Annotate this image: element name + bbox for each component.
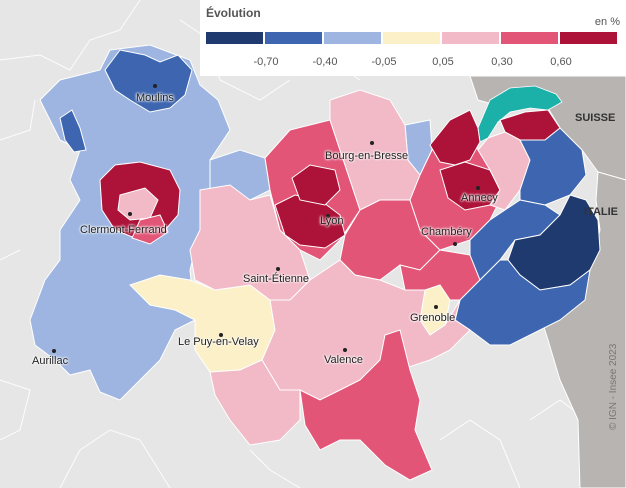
city-label-annecy: Annecy: [461, 192, 498, 204]
zone-montlucon-dark: [59, 109, 87, 153]
city-dot-grenoble: [434, 305, 438, 309]
legend-tick-5: 0,30: [491, 56, 513, 68]
zone-oisans-blue: [454, 259, 591, 346]
city-label-grenoble: Grenoble: [410, 312, 456, 324]
city-dot-le-puy-en-velay: [219, 333, 223, 337]
city-label-moulins: Moulins: [136, 92, 174, 104]
legend-tick-1: -0,70: [253, 56, 279, 68]
city-dot-clermont-ferrand: [128, 212, 132, 216]
legend-swatch-4: [383, 32, 440, 44]
legend-swatch-7: [560, 32, 617, 44]
zone-ardeche-pink: [209, 359, 301, 446]
city-label-valence: Valence: [324, 354, 363, 366]
copyright-notice: © IGN - Insee 2023: [608, 343, 619, 430]
country-label-italy: ITALIE: [584, 206, 619, 218]
legend-swatch-1: [206, 32, 263, 44]
city-dot-moulins: [153, 84, 157, 88]
legend-swatch-3: [324, 32, 381, 44]
legend-tick-3: -0,05: [371, 56, 397, 68]
legend-tick-4: 0,05: [432, 56, 454, 68]
legend: Évolution en % -0,70 -0,40 -0,05 0,05 0,…: [200, 0, 626, 76]
legend-swatch-5: [442, 32, 499, 44]
city-label-le-puy-en-velay: Le Puy-en-Velay: [178, 336, 259, 348]
city-dot-valence: [343, 348, 347, 352]
city-dot-saint-etienne: [276, 267, 280, 271]
legend-unit: en %: [594, 16, 620, 28]
zone-lyon-north-dark: [291, 164, 341, 206]
legend-swatches: [206, 32, 617, 44]
city-dot-aurillac: [52, 349, 56, 353]
city-dot-annecy: [476, 186, 480, 190]
zone-moulins-dark: [104, 49, 193, 113]
city-label-clermont-ferrand: Clermont-Ferrand: [80, 224, 167, 236]
country-label-switzerland: SUISSE: [575, 112, 616, 124]
city-dot-chambery: [453, 242, 457, 246]
city-label-aurillac: Aurillac: [32, 355, 69, 367]
zone-drome-south-red: [299, 329, 433, 481]
city-dot-bourg-en-bresse: [370, 141, 374, 145]
city-dot-lyon: [326, 214, 330, 218]
city-label-chambery: Chambéry: [421, 226, 472, 238]
legend-tick-6: 0,60: [550, 56, 572, 68]
legend-tick-2: -0,40: [312, 56, 338, 68]
legend-title: Évolution: [206, 6, 261, 20]
legend-swatch-2: [265, 32, 322, 44]
zone-geneva-dark-red: [429, 109, 481, 166]
italy-area: [539, 171, 626, 488]
city-label-saint-etienne: Saint-Étienne: [243, 273, 310, 285]
city-label-bourg-en-bresse: Bourg-en-Bresse: [325, 150, 409, 162]
zone-clermont-mid: [131, 214, 169, 245]
legend-swatch-6: [501, 32, 558, 44]
city-label-lyon: Lyon: [320, 215, 344, 227]
